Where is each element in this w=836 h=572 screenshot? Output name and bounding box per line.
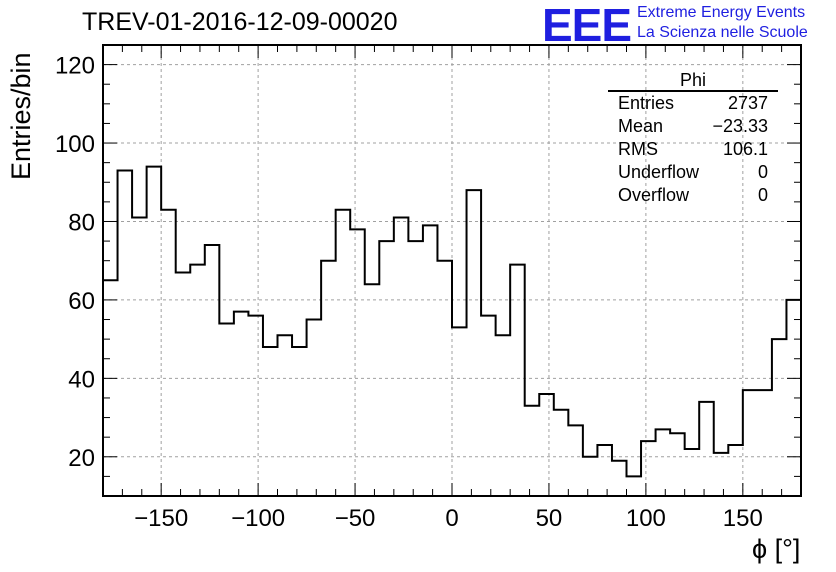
histogram-bin xyxy=(583,457,598,496)
histogram-bin xyxy=(728,445,743,496)
histogram-bin xyxy=(481,316,496,496)
x-tick-label: −150 xyxy=(134,505,188,532)
y-axis-label: Entries/bin xyxy=(6,52,36,180)
histogram-bin xyxy=(292,347,307,496)
histogram-bin xyxy=(278,335,293,496)
stats-value: 0 xyxy=(757,162,768,182)
x-axis-label: ϕ [°] xyxy=(752,534,801,564)
histogram-bin xyxy=(539,394,554,496)
chart-title: TREV-01-2016-12-09-00020 xyxy=(82,8,398,36)
stats-value: 0 xyxy=(757,185,768,205)
histogram-bin xyxy=(118,170,133,496)
histogram-bin xyxy=(743,390,758,496)
plot-frame xyxy=(102,44,802,497)
x-tick-label: 100 xyxy=(626,505,666,532)
histogram-bin xyxy=(757,390,772,496)
histogram-bin xyxy=(147,167,162,496)
x-tick-label: 50 xyxy=(536,505,563,532)
histogram-bin xyxy=(772,339,787,496)
histogram-bin xyxy=(248,316,263,496)
histogram-bin xyxy=(612,461,627,496)
histogram-bin xyxy=(627,476,642,496)
stats-value: 2737 xyxy=(727,93,768,113)
stats-label: Entries xyxy=(618,93,675,113)
y-tick-label: 20 xyxy=(68,445,95,472)
logo-line-1: Extreme Energy Events xyxy=(637,4,806,21)
histogram-bin xyxy=(132,218,147,496)
y-tick-label: 80 xyxy=(68,209,95,236)
histogram-bin xyxy=(234,312,249,496)
histogram-bin xyxy=(350,229,365,496)
histogram-bin xyxy=(336,210,351,496)
histogram-bin xyxy=(321,261,336,496)
stats-value: 106.1 xyxy=(722,139,768,159)
x-tick-label: −100 xyxy=(231,505,285,532)
stats-row-underflow: Underflow 0 xyxy=(608,161,778,184)
stats-row-entries: Entries 2737 xyxy=(608,92,778,115)
histogram-bin xyxy=(510,265,525,496)
histogram-bin xyxy=(394,218,409,496)
eee-logo: EEE xyxy=(542,0,632,51)
y-tick-label: 120 xyxy=(55,53,95,80)
histogram-bin xyxy=(656,429,671,496)
histogram-bin xyxy=(568,425,583,496)
y-tick-label: 40 xyxy=(68,366,95,393)
histogram-bin xyxy=(103,280,118,496)
stats-label: Mean xyxy=(618,116,664,136)
y-tick-label: 100 xyxy=(55,131,95,158)
histogram-bin xyxy=(685,449,700,496)
y-tick-label: 60 xyxy=(68,288,95,315)
stats-value: −23.33 xyxy=(712,116,768,136)
histogram-bin xyxy=(176,272,191,496)
stats-box: Phi Entries 2737 Mean −23.33 RMS 106.1 U… xyxy=(608,70,778,207)
histogram-bin xyxy=(467,190,482,496)
histogram-bin xyxy=(190,265,205,496)
histogram-bin xyxy=(408,241,423,496)
logo-line-2: La Scienza nelle Scuole xyxy=(637,24,808,41)
stats-label: Underflow xyxy=(618,162,700,182)
x-tick-label: −50 xyxy=(335,505,376,532)
histogram-bin xyxy=(452,327,467,496)
histogram-bin xyxy=(379,241,394,496)
histogram-bin xyxy=(554,410,569,496)
stats-row-mean: Mean −23.33 xyxy=(608,115,778,138)
x-tick-label: 0 xyxy=(445,505,458,532)
histogram-bin xyxy=(525,406,540,496)
stats-title: Phi xyxy=(608,70,778,92)
stats-label: Overflow xyxy=(618,185,690,205)
histogram-series-line xyxy=(103,165,801,478)
histogram-bin xyxy=(437,261,452,496)
stats-label: RMS xyxy=(618,139,658,159)
histogram-bin xyxy=(161,210,176,496)
stats-row-overflow: Overflow 0 xyxy=(608,184,778,207)
x-tick-label: 150 xyxy=(723,505,763,532)
histogram-bin xyxy=(365,284,380,496)
histogram-bin xyxy=(699,402,714,496)
histogram-bin xyxy=(597,445,612,496)
histogram-bin xyxy=(219,323,234,496)
histogram-bin xyxy=(423,225,438,496)
histogram-bin xyxy=(786,300,801,496)
histogram-bin xyxy=(670,433,685,496)
histogram-bin xyxy=(641,441,656,496)
stats-row-rms: RMS 106.1 xyxy=(608,138,778,161)
histogram-bin xyxy=(307,320,322,496)
histogram-bin xyxy=(496,335,511,496)
histogram-bin xyxy=(205,245,220,496)
histogram-bin xyxy=(714,453,729,496)
histogram-bin xyxy=(263,347,278,496)
